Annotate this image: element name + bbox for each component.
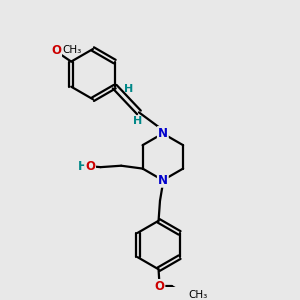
- Text: N: N: [158, 174, 168, 187]
- Text: CH₃: CH₃: [189, 290, 208, 300]
- Text: O: O: [85, 160, 95, 173]
- Text: H: H: [78, 160, 88, 172]
- Text: O: O: [154, 280, 164, 293]
- Text: H: H: [124, 84, 133, 94]
- Text: O: O: [51, 44, 61, 57]
- Text: H: H: [133, 116, 142, 127]
- Text: N: N: [158, 127, 168, 140]
- Text: CH₃: CH₃: [63, 45, 82, 55]
